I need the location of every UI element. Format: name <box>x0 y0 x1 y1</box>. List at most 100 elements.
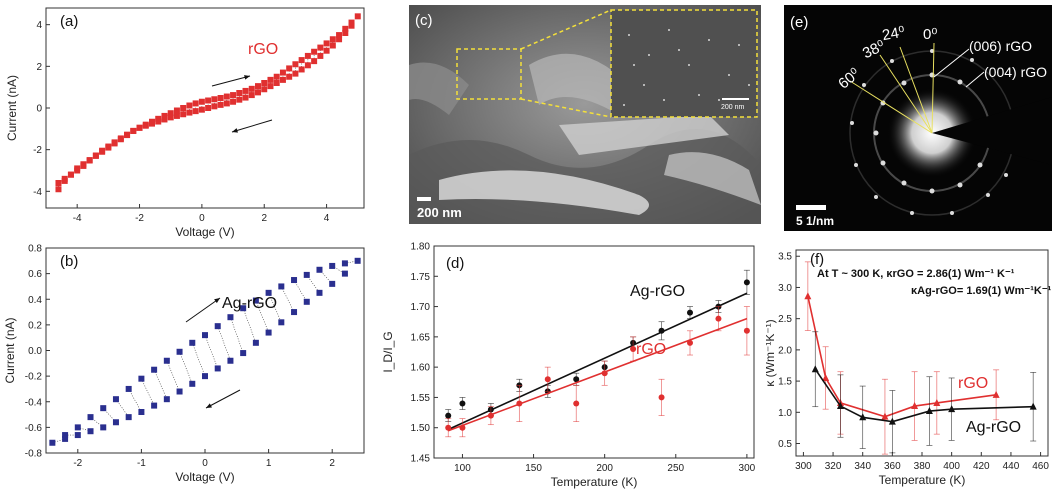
chart-a: -4 -2 0 2 4 -4 -2 0 2 4 Voltage (V) Current (nA) rGO… <box>5 7 365 239</box>
data-point <box>240 350 247 357</box>
data-point <box>173 112 180 119</box>
inset-scalebar-label: 200 nm <box>721 104 745 111</box>
data-point <box>298 66 305 73</box>
data-point <box>348 22 355 29</box>
y-tick-label: 1.55 <box>411 393 431 404</box>
data-point <box>61 175 68 182</box>
data-point <box>117 135 124 142</box>
data-point <box>180 105 187 111</box>
x-tick-label: 200 <box>596 463 613 474</box>
data-point <box>278 319 285 326</box>
fit-line-rGO <box>447 317 748 432</box>
data-point <box>100 405 107 412</box>
data-point <box>888 417 896 425</box>
y-tick-label: 1.50 <box>411 423 431 434</box>
ring-label-006: (006) rGO <box>969 38 1032 54</box>
x-axis-label: Temperature (K) <box>879 473 966 487</box>
data-point <box>459 424 466 431</box>
data-point <box>211 96 218 103</box>
panel-label-f: (f) <box>810 251 824 268</box>
data-point <box>292 70 299 77</box>
hysteresis-link <box>179 351 193 384</box>
data-point <box>223 100 230 107</box>
data-point <box>303 298 310 305</box>
data-point <box>252 297 259 304</box>
data-point <box>202 332 208 339</box>
y-tick-label: 1.65 <box>411 332 431 343</box>
data-point <box>173 107 180 114</box>
direction-arrow <box>205 389 241 409</box>
data-point <box>248 92 255 99</box>
y-tick-label: 3.5 <box>778 252 792 263</box>
kappa-annotation-2: κAg-rGO= 1.69(1) Wm⁻¹K⁻¹ <box>911 285 1052 297</box>
data-point <box>236 90 243 96</box>
data-point <box>859 413 867 421</box>
x-tick-label: 150 <box>525 463 542 474</box>
y-tick-label: 0.6 <box>28 269 42 280</box>
y-tick-label: -2 <box>33 145 42 156</box>
y-tick-label: -0.2 <box>25 372 43 383</box>
panel-label-a: (a) <box>60 13 78 30</box>
data-point <box>242 94 249 101</box>
data-point <box>687 339 693 346</box>
y-tick-label: -0.6 <box>25 423 43 434</box>
data-point <box>149 118 155 125</box>
x-tick-label: 4 <box>324 213 330 224</box>
series-annotation: rGO <box>958 375 988 392</box>
data-point <box>62 435 69 442</box>
data-point <box>105 143 112 150</box>
data-point <box>255 83 261 90</box>
data-point <box>573 376 580 383</box>
y-tick-label: 1.80 <box>411 242 431 253</box>
data-point <box>192 100 199 107</box>
data-point <box>261 80 268 86</box>
data-point <box>230 98 237 105</box>
data-point <box>111 139 118 146</box>
x-tick-label: 340 <box>854 461 871 472</box>
x-tick-label: 100 <box>454 463 471 474</box>
data-point <box>163 396 170 403</box>
hysteresis-link <box>166 360 180 392</box>
data-point <box>252 339 259 346</box>
chart-f: 300 320 340 360 380 400 420 440 460 0.5 1.0 1.5 2.0 2… <box>766 249 1052 487</box>
scalebar-label-e: 5 1/nm <box>796 214 834 228</box>
data-point <box>658 327 665 334</box>
data-point <box>265 329 272 336</box>
data-point <box>341 270 348 277</box>
data-point <box>329 262 336 269</box>
data-point <box>544 376 551 383</box>
panel-label-b: (b) <box>60 253 78 270</box>
data-point <box>100 424 107 431</box>
data-point <box>323 47 330 54</box>
data-point <box>112 419 119 426</box>
data-point <box>176 348 183 355</box>
arrow-head <box>206 403 212 408</box>
data-point <box>151 402 158 409</box>
data-point <box>487 412 494 419</box>
data-point <box>189 380 196 387</box>
y-tick-label: 0.4 <box>28 295 42 306</box>
data-point <box>167 110 174 117</box>
data-point <box>161 112 168 119</box>
data-point <box>248 85 255 92</box>
hysteresis-link <box>255 300 269 333</box>
data-point <box>342 25 349 32</box>
y-tick-label: 0.5 <box>778 439 792 450</box>
data-point <box>136 124 143 131</box>
data-point <box>881 412 889 420</box>
data-point <box>291 309 298 316</box>
data-point <box>242 87 249 94</box>
hysteresis-link <box>204 335 219 369</box>
x-tick-label: 0 <box>202 458 208 469</box>
data-point <box>630 345 637 352</box>
x-tick-label: 360 <box>884 461 901 472</box>
data-point <box>911 402 919 410</box>
data-point <box>336 32 343 39</box>
data-point <box>354 257 361 264</box>
data-point <box>198 98 205 105</box>
data-point <box>317 52 324 59</box>
data-point <box>99 147 106 154</box>
hysteresis-link <box>128 388 142 413</box>
data-point <box>49 439 56 446</box>
data-point <box>125 414 132 421</box>
